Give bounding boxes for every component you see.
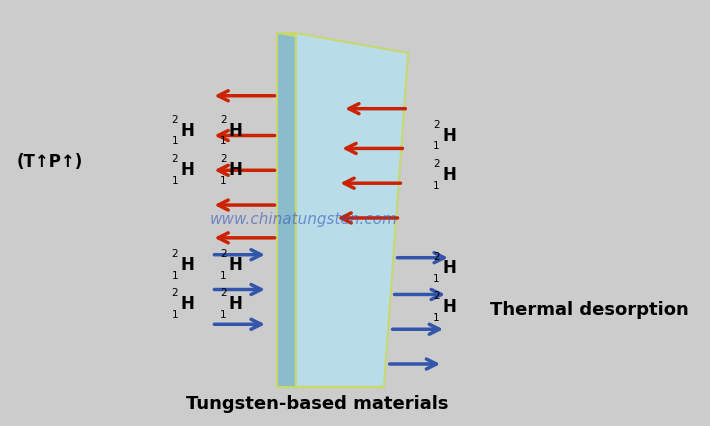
Text: 2: 2 [220, 115, 226, 125]
Text: H: H [229, 295, 243, 314]
Text: H: H [180, 161, 195, 179]
Text: 1: 1 [433, 141, 439, 151]
Text: 1: 1 [433, 313, 439, 323]
Text: H: H [180, 256, 195, 273]
Text: H: H [442, 298, 456, 317]
Text: 1: 1 [171, 136, 178, 147]
Text: H: H [442, 127, 456, 144]
Text: 2: 2 [433, 291, 439, 302]
Text: 2: 2 [171, 249, 178, 259]
Text: 2: 2 [220, 288, 226, 299]
Text: Tungsten-based materials: Tungsten-based materials [187, 395, 449, 413]
Polygon shape [296, 33, 408, 387]
Text: 1: 1 [220, 176, 226, 186]
Text: 1: 1 [171, 271, 178, 281]
Text: H: H [180, 121, 195, 140]
Text: 1: 1 [171, 176, 178, 186]
Text: H: H [442, 259, 456, 276]
Text: 2: 2 [433, 120, 439, 130]
Text: 2: 2 [433, 159, 439, 169]
Text: www.chinatungsten.com: www.chinatungsten.com [210, 212, 398, 227]
Text: 2: 2 [171, 154, 178, 164]
Text: 1: 1 [220, 310, 226, 320]
Text: 1: 1 [220, 136, 226, 147]
Text: 1: 1 [220, 271, 226, 281]
Text: H: H [229, 121, 243, 140]
Text: 1: 1 [433, 273, 439, 284]
Text: 2: 2 [171, 288, 178, 299]
Text: 1: 1 [433, 181, 439, 191]
Text: 2: 2 [433, 252, 439, 262]
Polygon shape [278, 33, 408, 53]
Text: 1: 1 [171, 310, 178, 320]
Polygon shape [278, 33, 296, 387]
Text: H: H [229, 256, 243, 273]
Text: 2: 2 [220, 154, 226, 164]
Text: 2: 2 [220, 249, 226, 259]
Text: H: H [229, 161, 243, 179]
Text: H: H [180, 295, 195, 314]
Text: 2: 2 [171, 115, 178, 125]
Text: (T↑P↑): (T↑P↑) [16, 153, 82, 171]
Text: Thermal desorption: Thermal desorption [490, 301, 689, 320]
Text: H: H [442, 166, 456, 184]
